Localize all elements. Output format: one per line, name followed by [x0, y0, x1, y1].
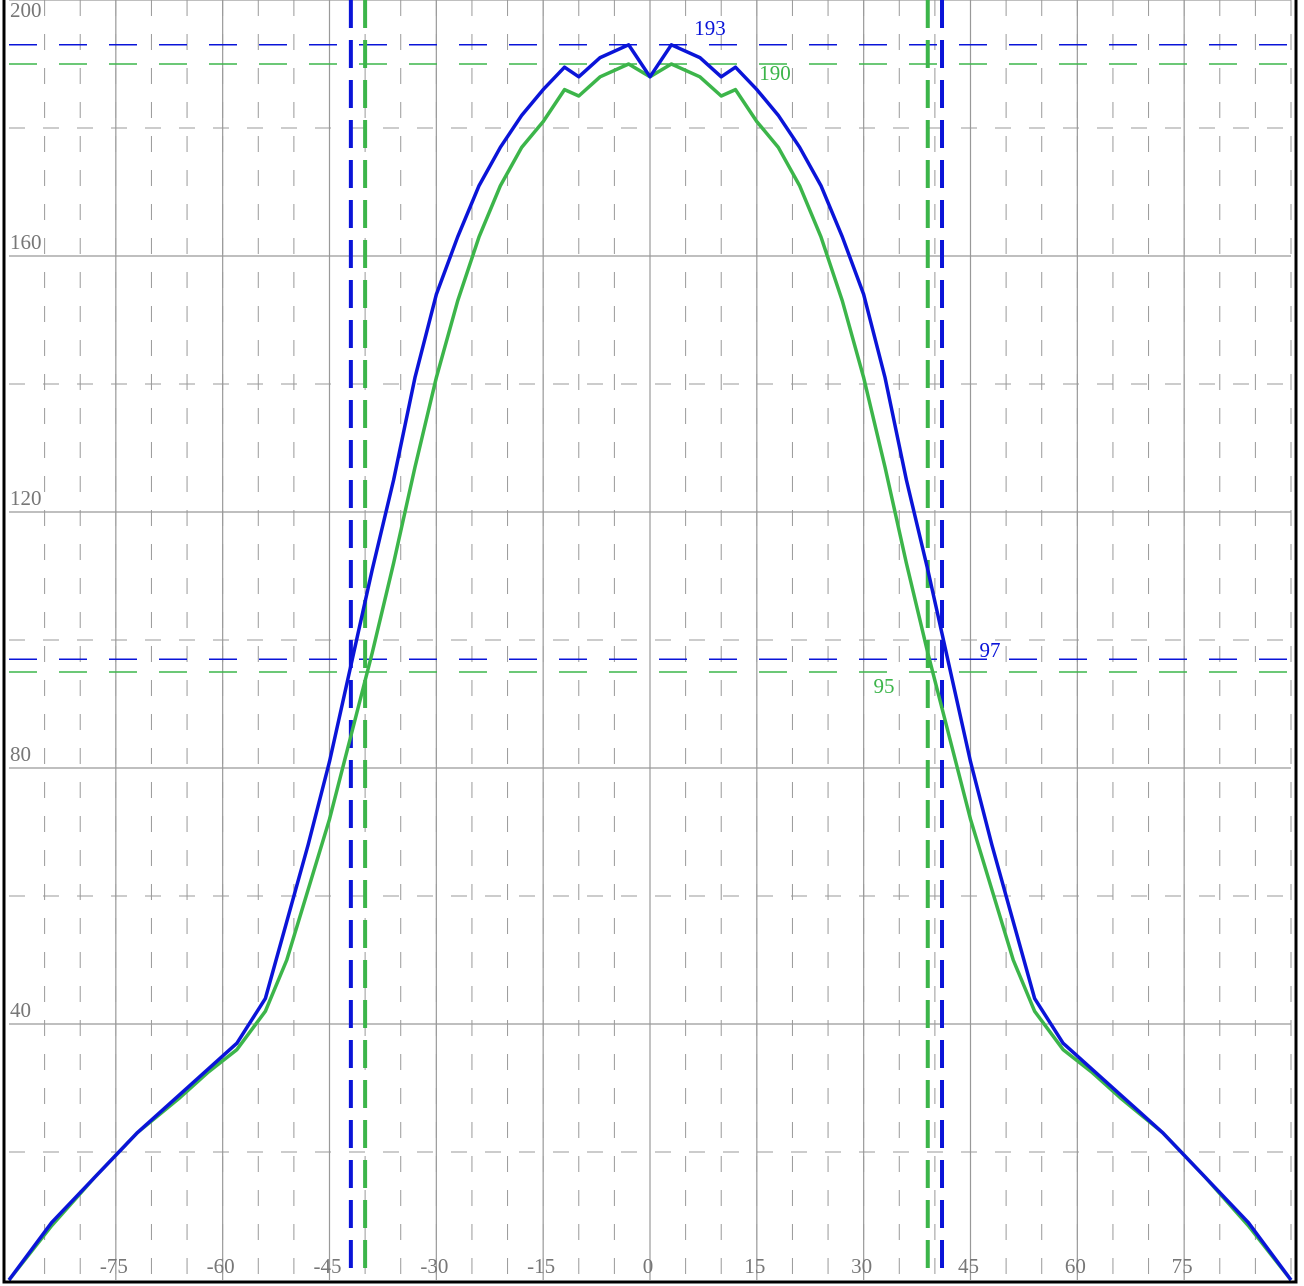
x-tick-label: -60	[207, 1254, 235, 1278]
y-tick-label: 160	[10, 230, 42, 254]
x-tick-label: 15	[744, 1254, 765, 1278]
chart: -75 -60 -45 -30 -15 0 15 30 45 60 75 40 80 120 160 200 1…	[0, 0, 1304, 1286]
x-tick-label: -15	[527, 1254, 555, 1278]
reference-label: 95	[874, 674, 895, 698]
reference-label: 97	[980, 638, 1001, 662]
x-tick-label: -75	[100, 1254, 128, 1278]
reference-label: 190	[759, 61, 791, 85]
x-tick-label: 0	[643, 1254, 654, 1278]
y-tick-label: 80	[10, 742, 31, 766]
y-tick-label: 200	[10, 0, 42, 22]
x-tick-label: -30	[420, 1254, 448, 1278]
x-tick-label: 60	[1065, 1254, 1086, 1278]
x-tick-label: -45	[314, 1254, 342, 1278]
reference-label: 193	[694, 16, 726, 40]
background	[0, 0, 1304, 1286]
y-tick-label: 40	[10, 998, 31, 1022]
x-tick-label: 75	[1172, 1254, 1193, 1278]
x-tick-label: 30	[851, 1254, 872, 1278]
x-tick-label: 45	[958, 1254, 979, 1278]
y-tick-label: 120	[10, 486, 42, 510]
